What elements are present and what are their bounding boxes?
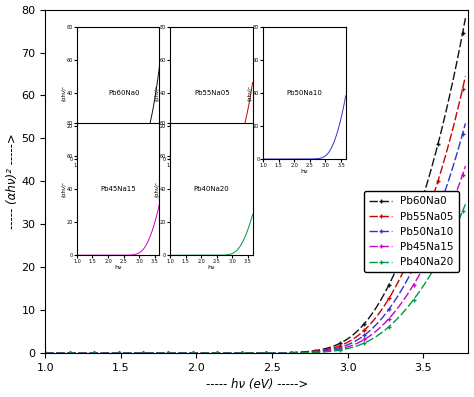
Pb45Na15 <box>359 339 365 343</box>
Pb40Na20 <box>323 349 328 354</box>
Pb45Na15 <box>463 164 468 168</box>
Pb50Na10 <box>117 351 122 356</box>
Pb55Na05 <box>117 351 122 356</box>
Legend: Pb60Na0, Pb55Na05, Pb50Na10, Pb45Na15, Pb40Na20: Pb60Na0, Pb55Na05, Pb50Na10, Pb45Na15, P… <box>364 191 459 272</box>
Line: Pb45Na15: Pb45Na15 <box>43 164 468 356</box>
Pb55Na05 <box>290 350 296 355</box>
Pb40Na20 <box>232 351 238 356</box>
Pb45Na15 <box>323 349 328 354</box>
Pb60Na0 <box>117 351 122 356</box>
Pb45Na15 <box>232 351 238 356</box>
Pb60Na0 <box>463 16 468 21</box>
Pb55Na05 <box>232 351 238 356</box>
Pb60Na0 <box>290 350 296 355</box>
Y-axis label: ----- (αhν)² ----->: ----- (αhν)² -----> <box>6 133 18 229</box>
Pb50Na10 <box>150 351 156 356</box>
Line: Pb50Na10: Pb50Na10 <box>43 121 468 356</box>
Pb55Na05 <box>150 351 156 356</box>
Pb40Na20 <box>463 202 468 207</box>
Line: Pb55Na05: Pb55Na05 <box>43 74 468 356</box>
Pb60Na0 <box>359 324 365 329</box>
Pb40Na20 <box>359 342 365 347</box>
Line: Pb40Na20: Pb40Na20 <box>43 202 468 356</box>
Pb40Na20 <box>117 351 122 356</box>
Pb55Na05 <box>359 330 365 335</box>
Pb60Na0 <box>232 351 238 356</box>
Pb50Na10 <box>463 121 468 126</box>
Pb60Na0 <box>150 351 156 356</box>
Pb50Na10 <box>42 351 48 356</box>
Pb60Na0 <box>42 351 48 356</box>
Pb50Na10 <box>232 351 238 356</box>
Pb55Na05 <box>463 74 468 79</box>
Pb40Na20 <box>150 351 156 356</box>
Pb60Na0 <box>323 346 328 351</box>
Pb40Na20 <box>290 351 296 355</box>
Pb50Na10 <box>290 351 296 355</box>
Pb45Na15 <box>42 351 48 356</box>
Pb50Na10 <box>359 335 365 339</box>
Pb50Na10 <box>323 348 328 353</box>
Pb40Na20 <box>42 351 48 356</box>
X-axis label: ----- hν (eV) ----->: ----- hν (eV) -----> <box>206 378 308 391</box>
Pb55Na05 <box>323 347 328 352</box>
Pb45Na15 <box>290 351 296 355</box>
Pb45Na15 <box>117 351 122 356</box>
Line: Pb60Na0: Pb60Na0 <box>43 16 468 356</box>
Pb55Na05 <box>42 351 48 356</box>
Pb45Na15 <box>150 351 156 356</box>
